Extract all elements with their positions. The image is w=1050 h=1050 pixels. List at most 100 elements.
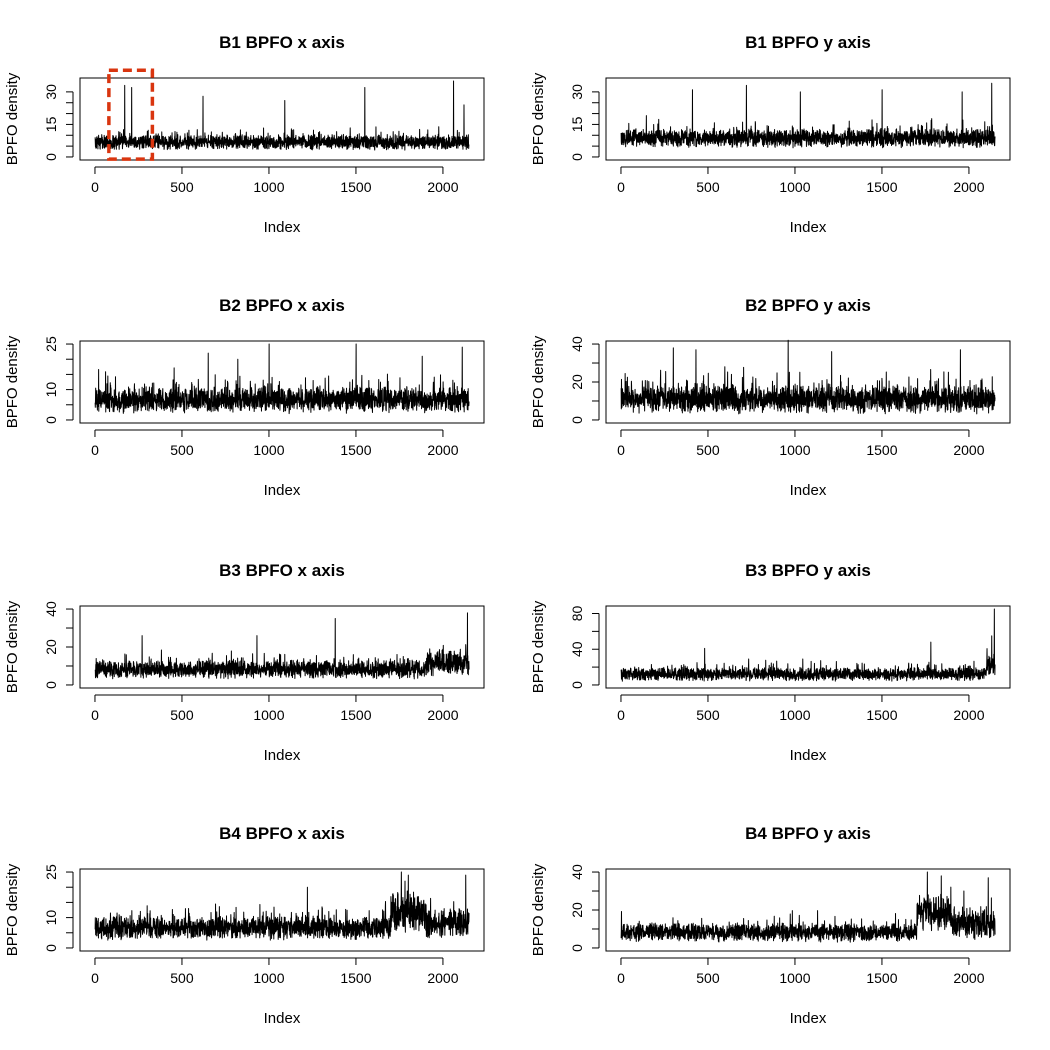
x-axis-label: Index — [264, 747, 301, 764]
series-line — [620, 608, 996, 682]
x-tick-label: 0 — [91, 179, 99, 195]
x-tick-label: 0 — [617, 707, 625, 723]
x-tick-label: 1000 — [779, 179, 810, 195]
y-tick-label: 25 — [43, 336, 59, 352]
panel-title: B2 BPFO x axis — [219, 296, 345, 315]
series-line — [94, 343, 470, 415]
x-tick-label: 2000 — [953, 442, 984, 458]
panel-5: B3 BPFO x axis 0 500 1000 1500 2000 Index 0 20 40… — [4, 561, 485, 764]
y-axis-label: BPFO density — [530, 600, 547, 693]
y-tick-label: 80 — [569, 606, 585, 622]
x-tick-label: 0 — [91, 970, 99, 986]
x-axis-label: Index — [790, 747, 827, 764]
x-tick-label: 1000 — [253, 179, 284, 195]
panel-4: B2 BPFO y axis 0 500 1000 1500 2000 Index 0 20 40… — [530, 296, 1011, 499]
x-tick-label: 1000 — [253, 707, 284, 723]
y-tick-label: 0 — [43, 153, 59, 161]
y-tick-label: 0 — [569, 153, 585, 161]
x-tick-label: 1500 — [340, 970, 371, 986]
x-tick-label: 2000 — [427, 179, 458, 195]
x-tick-label: 500 — [170, 970, 194, 986]
x-tick-label: 2000 — [953, 970, 984, 986]
y-tick-label: 10 — [43, 910, 59, 926]
panel-8: B4 BPFO y axis 0 500 1000 1500 2000 Index 0 20 40… — [530, 824, 1011, 1027]
y-axis-label: BPFO density — [4, 600, 21, 693]
panel-6: B3 BPFO y axis 0 500 1000 1500 2000 Index 0 40 80… — [530, 561, 1011, 764]
x-axis-label: Index — [264, 1010, 301, 1027]
y-tick-label: 25 — [43, 864, 59, 880]
y-axis-label: BPFO density — [4, 863, 21, 956]
y-axis-label: BPFO density — [4, 335, 21, 428]
x-axis-label: Index — [790, 482, 827, 499]
x-axis-label: Index — [264, 219, 301, 236]
y-tick-label: 20 — [569, 902, 585, 918]
x-tick-label: 0 — [91, 707, 99, 723]
plot-frame — [79, 605, 485, 689]
x-axis-label: Index — [790, 219, 827, 236]
x-tick-label: 1500 — [340, 442, 371, 458]
x-tick-label: 1500 — [866, 179, 897, 195]
x-tick-label: 0 — [617, 970, 625, 986]
x-tick-label: 500 — [170, 707, 194, 723]
x-tick-label: 500 — [170, 442, 194, 458]
y-axis-label: BPFO density — [530, 863, 547, 956]
panel-title: B4 BPFO y axis — [745, 824, 871, 843]
y-axis-label: BPFO density — [530, 72, 547, 165]
panel-2: B1 BPFO y axis 0 500 1000 1500 2000 Index 0 15 30… — [530, 33, 1011, 236]
y-tick-label: 0 — [43, 681, 59, 689]
plot-frame — [79, 77, 485, 161]
y-tick-label: 0 — [569, 944, 585, 952]
series-line — [94, 612, 470, 680]
panel-3: B2 BPFO x axis 0 500 1000 1500 2000 Index 0 10 25… — [4, 296, 485, 499]
x-tick-label: 1000 — [253, 442, 284, 458]
y-tick-label: 20 — [569, 374, 585, 390]
series-line — [620, 871, 996, 943]
x-tick-label: 1500 — [340, 179, 371, 195]
y-tick-label: 0 — [569, 681, 585, 689]
y-tick-label: 15 — [43, 116, 59, 132]
y-tick-label: 40 — [569, 641, 585, 657]
highlight-box — [107, 68, 155, 161]
panel-1: B1 BPFO x axis 0 500 1000 1500 2000 Index 0 15 30… — [4, 33, 485, 236]
x-axis-label: Index — [264, 482, 301, 499]
series-line — [620, 339, 996, 415]
panel-7: B4 BPFO x axis 0 500 1000 1500 2000 Index 0 10 25… — [4, 824, 485, 1027]
plot-frame — [79, 868, 485, 952]
x-tick-label: 500 — [170, 179, 194, 195]
panel-title: B2 BPFO y axis — [745, 296, 871, 315]
x-tick-label: 1000 — [779, 707, 810, 723]
panel-title: B3 BPFO y axis — [745, 561, 871, 580]
x-tick-label: 1000 — [779, 970, 810, 986]
x-tick-label: 1500 — [866, 442, 897, 458]
x-tick-label: 2000 — [953, 707, 984, 723]
plot-frame — [605, 868, 1011, 952]
plot-frame — [605, 605, 1011, 689]
y-axis-label: BPFO density — [530, 335, 547, 428]
y-tick-label: 0 — [569, 416, 585, 424]
plot-frame — [605, 77, 1011, 161]
panel-title: B1 BPFO x axis — [219, 33, 345, 52]
x-tick-label: 1500 — [340, 707, 371, 723]
panel-title: B3 BPFO x axis — [219, 561, 345, 580]
series-line — [94, 80, 470, 151]
y-tick-label: 0 — [43, 416, 59, 424]
y-tick-label: 30 — [569, 84, 585, 100]
y-tick-label: 30 — [43, 84, 59, 100]
y-tick-label: 0 — [43, 944, 59, 952]
x-tick-label: 500 — [696, 442, 720, 458]
y-tick-label: 40 — [43, 601, 59, 617]
x-tick-label: 2000 — [953, 179, 984, 195]
x-tick-label: 500 — [696, 707, 720, 723]
x-tick-label: 500 — [696, 970, 720, 986]
panel-title: B4 BPFO x axis — [219, 824, 345, 843]
x-tick-label: 2000 — [427, 970, 458, 986]
x-axis-label: Index — [790, 1010, 827, 1027]
panel-title: B1 BPFO y axis — [745, 33, 871, 52]
plot-frame — [79, 340, 485, 424]
y-tick-label: 20 — [43, 639, 59, 655]
series-line — [94, 871, 470, 941]
x-tick-label: 500 — [696, 179, 720, 195]
y-tick-label: 15 — [569, 116, 585, 132]
y-tick-label: 40 — [569, 336, 585, 352]
